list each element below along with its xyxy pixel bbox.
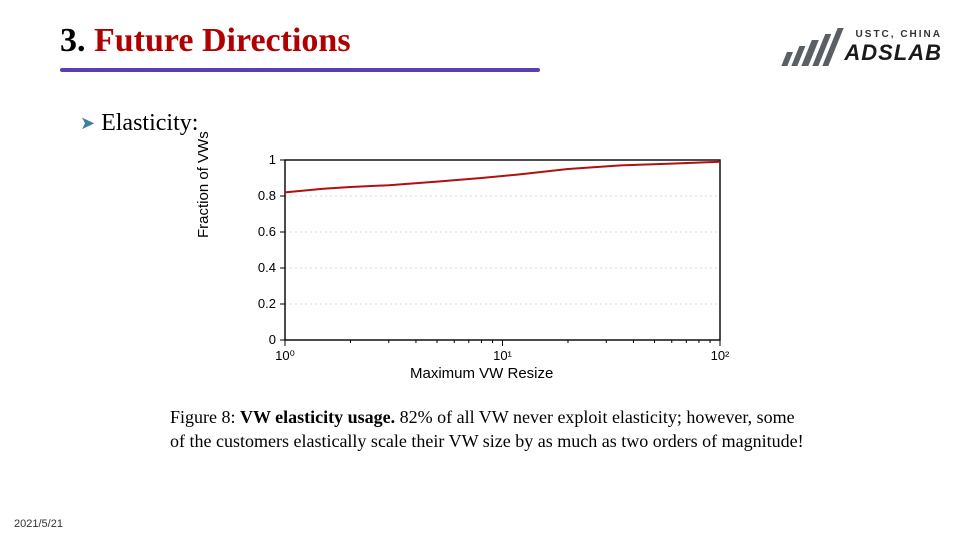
title-underline: [60, 68, 540, 72]
svg-text:0: 0: [269, 332, 276, 347]
svg-text:10²: 10²: [711, 348, 730, 363]
title-number: 3.: [60, 22, 86, 59]
slide-title: 3. Future Directions: [60, 22, 351, 60]
bullet-item: ➤ Elasticity:: [80, 110, 198, 137]
logo-text: USTC, CHINA ADSLAB: [844, 30, 942, 64]
svg-text:0.2: 0.2: [258, 296, 276, 311]
logo-icon: [781, 28, 844, 66]
svg-text:0.6: 0.6: [258, 224, 276, 239]
svg-text:0.4: 0.4: [258, 260, 276, 275]
figure-caption: Figure 8: VW elasticity usage. 82% of al…: [170, 405, 810, 454]
logo-maintext: ADSLAB: [844, 41, 942, 64]
chart-ylabel: Fraction of VWs: [195, 131, 212, 238]
svg-text:10¹: 10¹: [493, 348, 512, 363]
svg-text:10⁰: 10⁰: [275, 348, 295, 363]
bullet-text: Elasticity:: [101, 110, 198, 137]
title-text: Future Directions: [94, 22, 351, 59]
figure-title: VW elasticity usage.: [240, 407, 395, 427]
svg-text:1: 1: [269, 152, 276, 167]
bullet-arrow-icon: ➤: [80, 113, 95, 134]
figure-number: Figure 8:: [170, 407, 236, 427]
chart-xlabel: Maximum VW Resize: [410, 365, 553, 382]
chart-area: 0 0.2 0.4 0.6 0.8 1 10⁰ 10¹ 10²: [230, 150, 730, 380]
lab-logo: USTC, CHINA ADSLAB: [788, 28, 942, 66]
line-chart: 0 0.2 0.4 0.6 0.8 1 10⁰ 10¹ 10²: [230, 150, 730, 380]
footer-date: 2021/5/21: [14, 518, 63, 530]
svg-text:0.8: 0.8: [258, 188, 276, 203]
